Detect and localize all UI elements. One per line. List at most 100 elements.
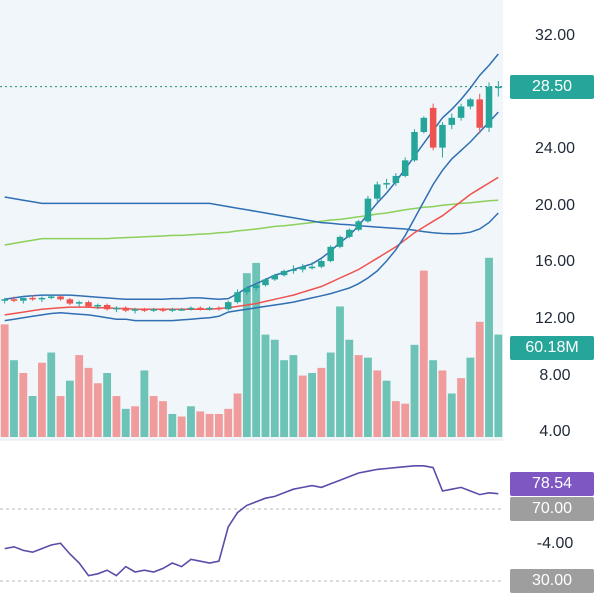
candle-body (197, 307, 204, 310)
rsi-line (4, 465, 499, 577)
candle-body (485, 86, 493, 128)
volume-bar (149, 396, 158, 437)
volume-bar (391, 401, 400, 437)
rsi-lower-badge: 30.00 (510, 569, 594, 593)
candle-body (299, 266, 306, 270)
volume-bar (159, 401, 167, 437)
candle-body (364, 198, 372, 222)
volume-bar (270, 339, 279, 437)
candle-body (103, 304, 111, 310)
candle-body (262, 279, 269, 286)
band-lower-line (4, 111, 499, 322)
volume-bar (121, 408, 130, 437)
candle-body (131, 309, 139, 311)
candle-body (1, 299, 8, 301)
volume-bar (345, 339, 354, 437)
price-tick-label: 32.00 (534, 27, 576, 44)
candle-body (38, 297, 46, 300)
rsi-upper-badge: 70.00 (510, 497, 594, 521)
volume-bar (382, 380, 391, 437)
volume-ma2-line (4, 196, 499, 235)
volume-bar (0, 324, 9, 437)
volume-bar (93, 383, 102, 437)
candle-body (411, 131, 418, 161)
last-price-badge: 28.50 (510, 75, 594, 99)
candle-body (280, 270, 288, 276)
volume-bar (438, 370, 447, 437)
candle-body (308, 266, 316, 269)
volume-bar (168, 413, 177, 437)
volume-bar (326, 352, 335, 437)
candle-body (346, 229, 353, 237)
candle-body (336, 236, 344, 247)
price-tick-label: 12.00 (534, 310, 576, 327)
volume-bar (373, 370, 382, 437)
volume-bar (75, 355, 84, 437)
price-pane-background (0, 0, 503, 440)
volume-bar (131, 406, 139, 437)
candle-body (290, 269, 297, 272)
volume-bar (65, 380, 74, 437)
volume-bar (205, 413, 214, 437)
volume-bar (429, 360, 438, 437)
volume-bar (410, 344, 419, 437)
candle-body (75, 302, 83, 304)
candle-body (457, 106, 465, 118)
candle-body (476, 99, 483, 128)
price-tick-label: 16.00 (534, 253, 576, 270)
volume-bar (140, 370, 149, 437)
candle-body (122, 307, 130, 311)
candle-body (141, 309, 148, 311)
volume-bar (177, 416, 186, 437)
volume-bar (475, 321, 484, 437)
candle-body (215, 307, 223, 310)
ma-red-line (4, 176, 499, 316)
volume-bar (280, 360, 289, 437)
candle-body (271, 275, 279, 280)
volume-bar (28, 396, 37, 437)
candle-body (178, 309, 185, 311)
candle-body (66, 299, 74, 304)
candle-body (206, 307, 213, 310)
volume-bar (317, 367, 326, 437)
candle-body (234, 292, 241, 303)
volume-bar (242, 273, 251, 437)
volume-bar (419, 270, 428, 437)
candle-body (495, 86, 502, 89)
candle-body (373, 184, 381, 199)
candle-body (439, 124, 446, 148)
candle-body (94, 304, 102, 307)
volume-bar (196, 411, 205, 437)
volume-bar (364, 357, 372, 437)
candle-body (448, 117, 456, 125)
volume-bar (187, 406, 195, 437)
price-tick-label: 20.00 (534, 197, 576, 214)
price-tick-label: 4.00 (539, 423, 571, 440)
candle-body (47, 296, 55, 298)
candle-body (57, 296, 64, 300)
candle-body (29, 297, 36, 300)
candle-body (355, 221, 362, 230)
oscillator-tick-label: -4.00 (536, 535, 574, 552)
volume-bar (233, 393, 242, 437)
volume-bar (298, 375, 307, 437)
volume-bar (336, 306, 344, 437)
candle-body (318, 261, 325, 267)
candle-body (20, 297, 27, 301)
candle-body (224, 302, 232, 310)
volume-badge: 60.18M (510, 336, 594, 360)
volume-bar (401, 403, 410, 437)
price-tick-label: 8.00 (539, 367, 571, 384)
volume-bar (84, 367, 93, 437)
volume-bar (10, 360, 18, 437)
volume-bar (447, 393, 456, 437)
candle-body (420, 117, 428, 132)
candle-body (429, 107, 437, 148)
volume-bar (308, 373, 316, 437)
volume-bar (214, 413, 223, 437)
volume-bar (56, 396, 65, 437)
volume-bar (224, 408, 233, 437)
price-tick-label: 24.00 (534, 140, 576, 157)
candle-body (243, 287, 251, 293)
